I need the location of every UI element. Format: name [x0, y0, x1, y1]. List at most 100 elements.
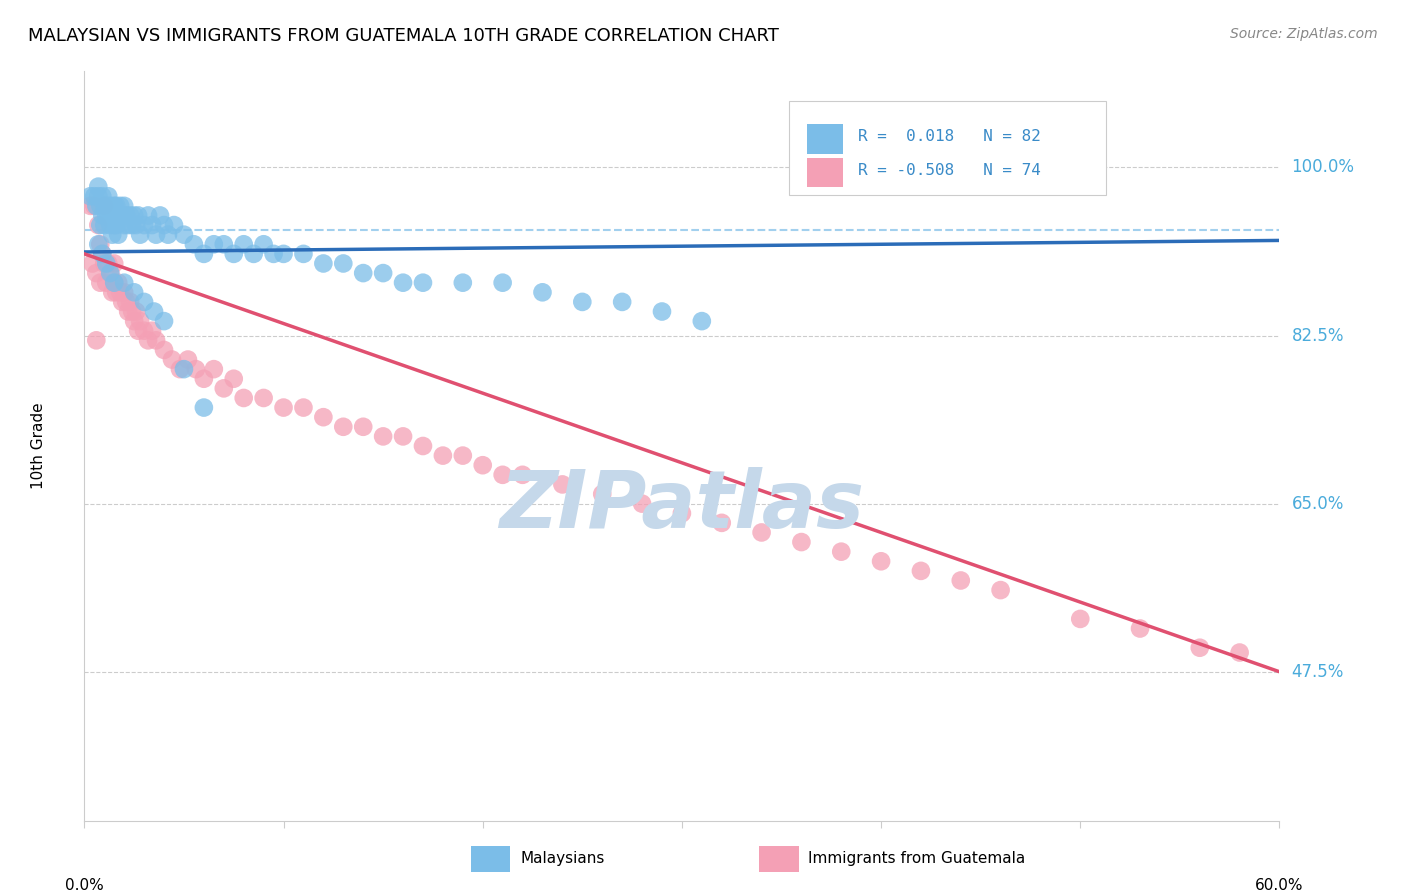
Point — [122, 314, 145, 328]
Point — [125, 304, 148, 318]
Point — [990, 583, 1012, 598]
Point — [253, 237, 276, 252]
FancyBboxPatch shape — [807, 158, 844, 187]
Point — [173, 362, 195, 376]
Point — [132, 218, 156, 232]
Point — [352, 419, 374, 434]
Point — [98, 218, 121, 232]
Point — [751, 525, 773, 540]
Point — [163, 218, 186, 232]
Point — [412, 439, 434, 453]
Point — [82, 256, 104, 270]
Point — [145, 334, 167, 348]
Point — [332, 256, 354, 270]
Text: Malaysians: Malaysians — [520, 852, 605, 866]
Point — [91, 247, 114, 261]
Point — [222, 372, 245, 386]
Point — [96, 199, 118, 213]
Point — [232, 391, 254, 405]
Point — [96, 256, 118, 270]
Point — [87, 237, 110, 252]
Point — [157, 227, 180, 242]
Point — [312, 410, 335, 425]
Point — [183, 237, 205, 252]
Point — [105, 218, 128, 232]
Point — [129, 227, 152, 242]
Point — [93, 199, 115, 213]
Point — [273, 247, 295, 261]
Point — [153, 314, 176, 328]
Point — [492, 276, 515, 290]
Point — [1229, 646, 1251, 660]
Point — [193, 401, 215, 415]
Point — [492, 467, 515, 482]
Point — [232, 237, 254, 252]
Point — [910, 564, 932, 578]
Point — [101, 209, 124, 223]
Point — [193, 247, 215, 261]
Point — [651, 304, 673, 318]
Point — [115, 209, 138, 223]
FancyBboxPatch shape — [807, 124, 844, 153]
Point — [103, 199, 125, 213]
Point — [112, 199, 135, 213]
Point — [253, 391, 276, 405]
Point — [392, 276, 415, 290]
Point — [86, 334, 108, 348]
Point — [352, 266, 374, 280]
Point — [432, 449, 454, 463]
Point — [531, 285, 554, 300]
Point — [91, 189, 114, 203]
Point — [202, 237, 225, 252]
Point — [110, 285, 132, 300]
Point — [141, 324, 163, 338]
Point — [173, 227, 195, 242]
Point — [242, 247, 264, 261]
Point — [122, 209, 145, 223]
Text: 60.0%: 60.0% — [1256, 879, 1303, 892]
Point — [373, 266, 395, 280]
Point — [98, 266, 121, 280]
Point — [292, 247, 315, 261]
Point — [89, 218, 111, 232]
Point — [153, 218, 176, 232]
Point — [830, 544, 852, 558]
Point — [87, 189, 110, 203]
Point — [591, 487, 613, 501]
Point — [112, 276, 135, 290]
Point — [202, 362, 225, 376]
Point — [117, 304, 139, 318]
Point — [86, 266, 108, 280]
Point — [612, 294, 634, 309]
Point — [153, 343, 176, 357]
Point — [132, 324, 156, 338]
Point — [97, 189, 120, 203]
Point — [121, 218, 143, 232]
Point — [117, 218, 139, 232]
Point — [86, 199, 108, 213]
Point — [129, 314, 152, 328]
Point — [121, 304, 143, 318]
Text: 47.5%: 47.5% — [1292, 663, 1344, 681]
Point — [412, 276, 434, 290]
Point — [105, 285, 128, 300]
Point — [949, 574, 972, 588]
Point — [212, 381, 235, 395]
Point — [292, 401, 315, 415]
Point — [107, 209, 129, 223]
Point — [671, 506, 693, 520]
FancyBboxPatch shape — [790, 102, 1107, 195]
Point — [392, 429, 415, 443]
Point — [79, 199, 101, 213]
Point — [125, 218, 148, 232]
Point — [93, 218, 115, 232]
Point — [169, 362, 191, 376]
Point — [96, 276, 118, 290]
Point — [273, 401, 295, 415]
Point — [87, 218, 110, 232]
Text: 100.0%: 100.0% — [1292, 159, 1354, 177]
Point — [79, 189, 101, 203]
Point — [136, 209, 159, 223]
Point — [143, 304, 166, 318]
Point — [512, 467, 534, 482]
